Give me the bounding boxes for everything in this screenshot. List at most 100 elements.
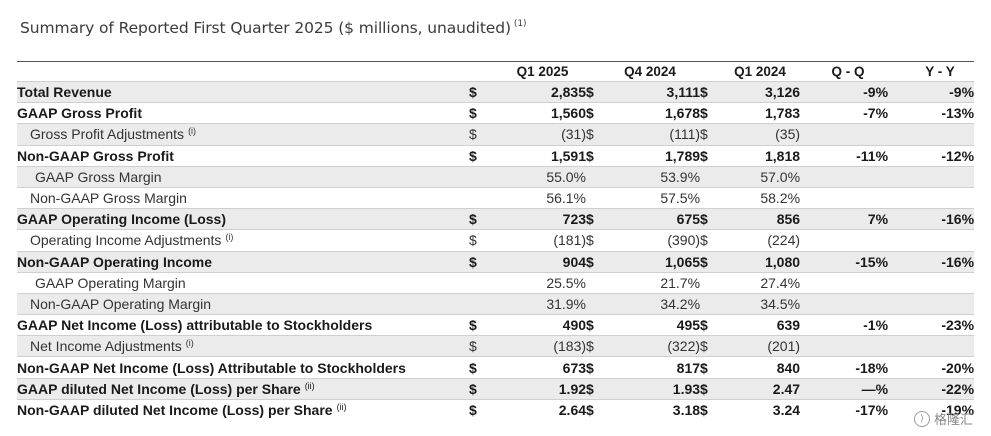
currency-symbol: $ [700,253,708,270]
value-cell: 21.7% [660,274,701,291]
yy-change-cell: -16% [941,253,975,270]
row-label-text: Operating Income Adjustments [30,232,222,249]
currency-symbol: $ [469,232,477,249]
currency-symbol: $ [586,105,594,122]
value-cell: 1,591 [550,147,587,164]
currency-symbol: $ [586,126,594,143]
currency-symbol: $ [700,401,708,418]
page-title: Summary of Reported First Quarter 2025 (… [20,19,526,37]
col-header-yy: Y - Y [925,64,955,79]
row-label: Non-GAAP Operating Income [17,251,469,272]
qq-change-cell [800,272,888,293]
row-label: GAAP Gross Profit [17,103,469,124]
qq-change-cell: -7% [863,105,889,122]
value-cell: 904 [562,253,587,270]
yy-change-cell: -23% [941,317,975,334]
currency-symbol: $ [700,105,708,122]
currency-symbol: $ [469,105,477,122]
table-row: Net Income Adjustments (i) $ (183) $ (322) $ (2… [17,335,975,357]
row-label: Non-GAAP Net Income (Loss) Attributable … [17,357,469,378]
value-cell: (181) [553,232,587,249]
value-cell: 57.0% [760,168,801,185]
qq-change-cell: -11% [856,147,889,164]
row-label: Gross Profit Adjustments (i) [17,124,469,145]
table-row: GAAP diluted Net Income (Loss) per Share… [17,378,975,400]
currency-symbol: $ [469,253,477,270]
value-cell: 56.1% [546,190,587,207]
qq-change-cell [800,336,888,357]
qq-change-cell: -15% [855,253,889,270]
value-cell: 490 [562,317,587,334]
row-label: GAAP Gross Margin [17,166,469,187]
table-row: Non-GAAP Gross Margin 56.1% 57.5% 58.2% [17,187,975,208]
yy-change-cell [888,166,974,187]
currency-symbol: $ [469,401,477,418]
table-row: Non-GAAP Operating Margin 31.9% 34.2% 34.5% [17,293,975,315]
watermark: ⟩ 格隆汇 [913,409,973,428]
value-cell: 34.2% [660,295,701,312]
value-cell: 3.18 [672,401,701,418]
currency-symbol: $ [700,211,708,228]
currency-symbol: $ [586,84,594,101]
row-label-text: Gross Profit Adjustments [30,126,185,143]
yy-change-cell: -9% [949,84,975,101]
currency-symbol: $ [469,84,477,101]
watermark-text: 格隆汇 [933,413,973,428]
row-label-text: GAAP Operating Margin [35,274,186,291]
currency-symbol [469,187,487,208]
value-cell: 840 [776,359,801,376]
footnote-marker: (i) [188,126,197,137]
row-label: Non-GAAP Gross Profit [17,145,469,166]
value-cell: (390) [667,232,701,249]
value-cell: 57.5% [660,190,701,207]
currency-symbol: $ [469,338,477,355]
qq-change-cell [800,293,888,314]
currency-symbol [700,293,718,314]
footnote-marker: (ii) [336,401,347,412]
row-label-text: Net Income Adjustments [30,338,182,355]
value-cell: (111) [669,126,701,143]
watermark-logo-icon: ⟩ [913,410,930,427]
value-cell: 25.5% [546,274,587,291]
yy-change-cell [888,336,974,357]
footnote-marker: (i) [225,232,234,243]
yy-change-cell: -13% [941,105,975,122]
title-footnote: (1) [513,19,527,29]
value-cell: 3,111 [666,84,701,101]
table-row: GAAP Operating Margin 25.5% 21.7% 27.4% [17,272,975,293]
value-cell: 1,560 [550,105,587,122]
table-row: Total Revenue $2,835 $3,111 $3,126 -9% -9% [17,81,975,103]
currency-symbol: $ [586,253,594,270]
currency-symbol: $ [469,359,477,376]
value-cell: 723 [562,211,587,228]
col-header-q1-2025: Q1 2025 [516,64,569,79]
value-cell: 55.0% [546,168,587,185]
value-cell: (224) [767,232,801,249]
row-label-text: GAAP diluted Net Income (Loss) per Share [17,380,301,397]
qq-change-cell: -18% [855,359,889,376]
currency-symbol [586,272,604,293]
row-label: Non-GAAP Operating Margin [17,293,469,314]
table-row: Non-GAAP Net Income (Loss) Attributable … [17,356,975,378]
value-cell: 1,065 [664,253,701,270]
currency-symbol: $ [586,317,594,334]
yy-change-cell: -22% [941,380,975,397]
value-cell: (201) [767,338,801,355]
currency-symbol [700,166,718,187]
value-cell: 1,080 [765,253,801,270]
currency-symbol: $ [469,317,477,334]
value-cell: 2.64 [558,401,587,418]
row-label-text: GAAP Operating Income (Loss) [17,211,226,228]
currency-symbol [586,166,604,187]
currency-symbol: $ [469,126,477,143]
value-cell: (322) [667,338,701,355]
value-cell: 1.93 [672,380,701,397]
currency-symbol: $ [700,84,708,101]
row-label-text: Non-GAAP Net Income (Loss) Attributable … [17,359,406,376]
currency-symbol: $ [700,232,708,249]
currency-symbol: $ [700,126,708,143]
col-header-q1-2024: Q1 2024 [734,64,786,79]
currency-symbol [469,166,487,187]
table-row: Non-GAAP diluted Net Income (Loss) per S… [17,399,975,420]
row-label-text: Total Revenue [17,84,112,101]
